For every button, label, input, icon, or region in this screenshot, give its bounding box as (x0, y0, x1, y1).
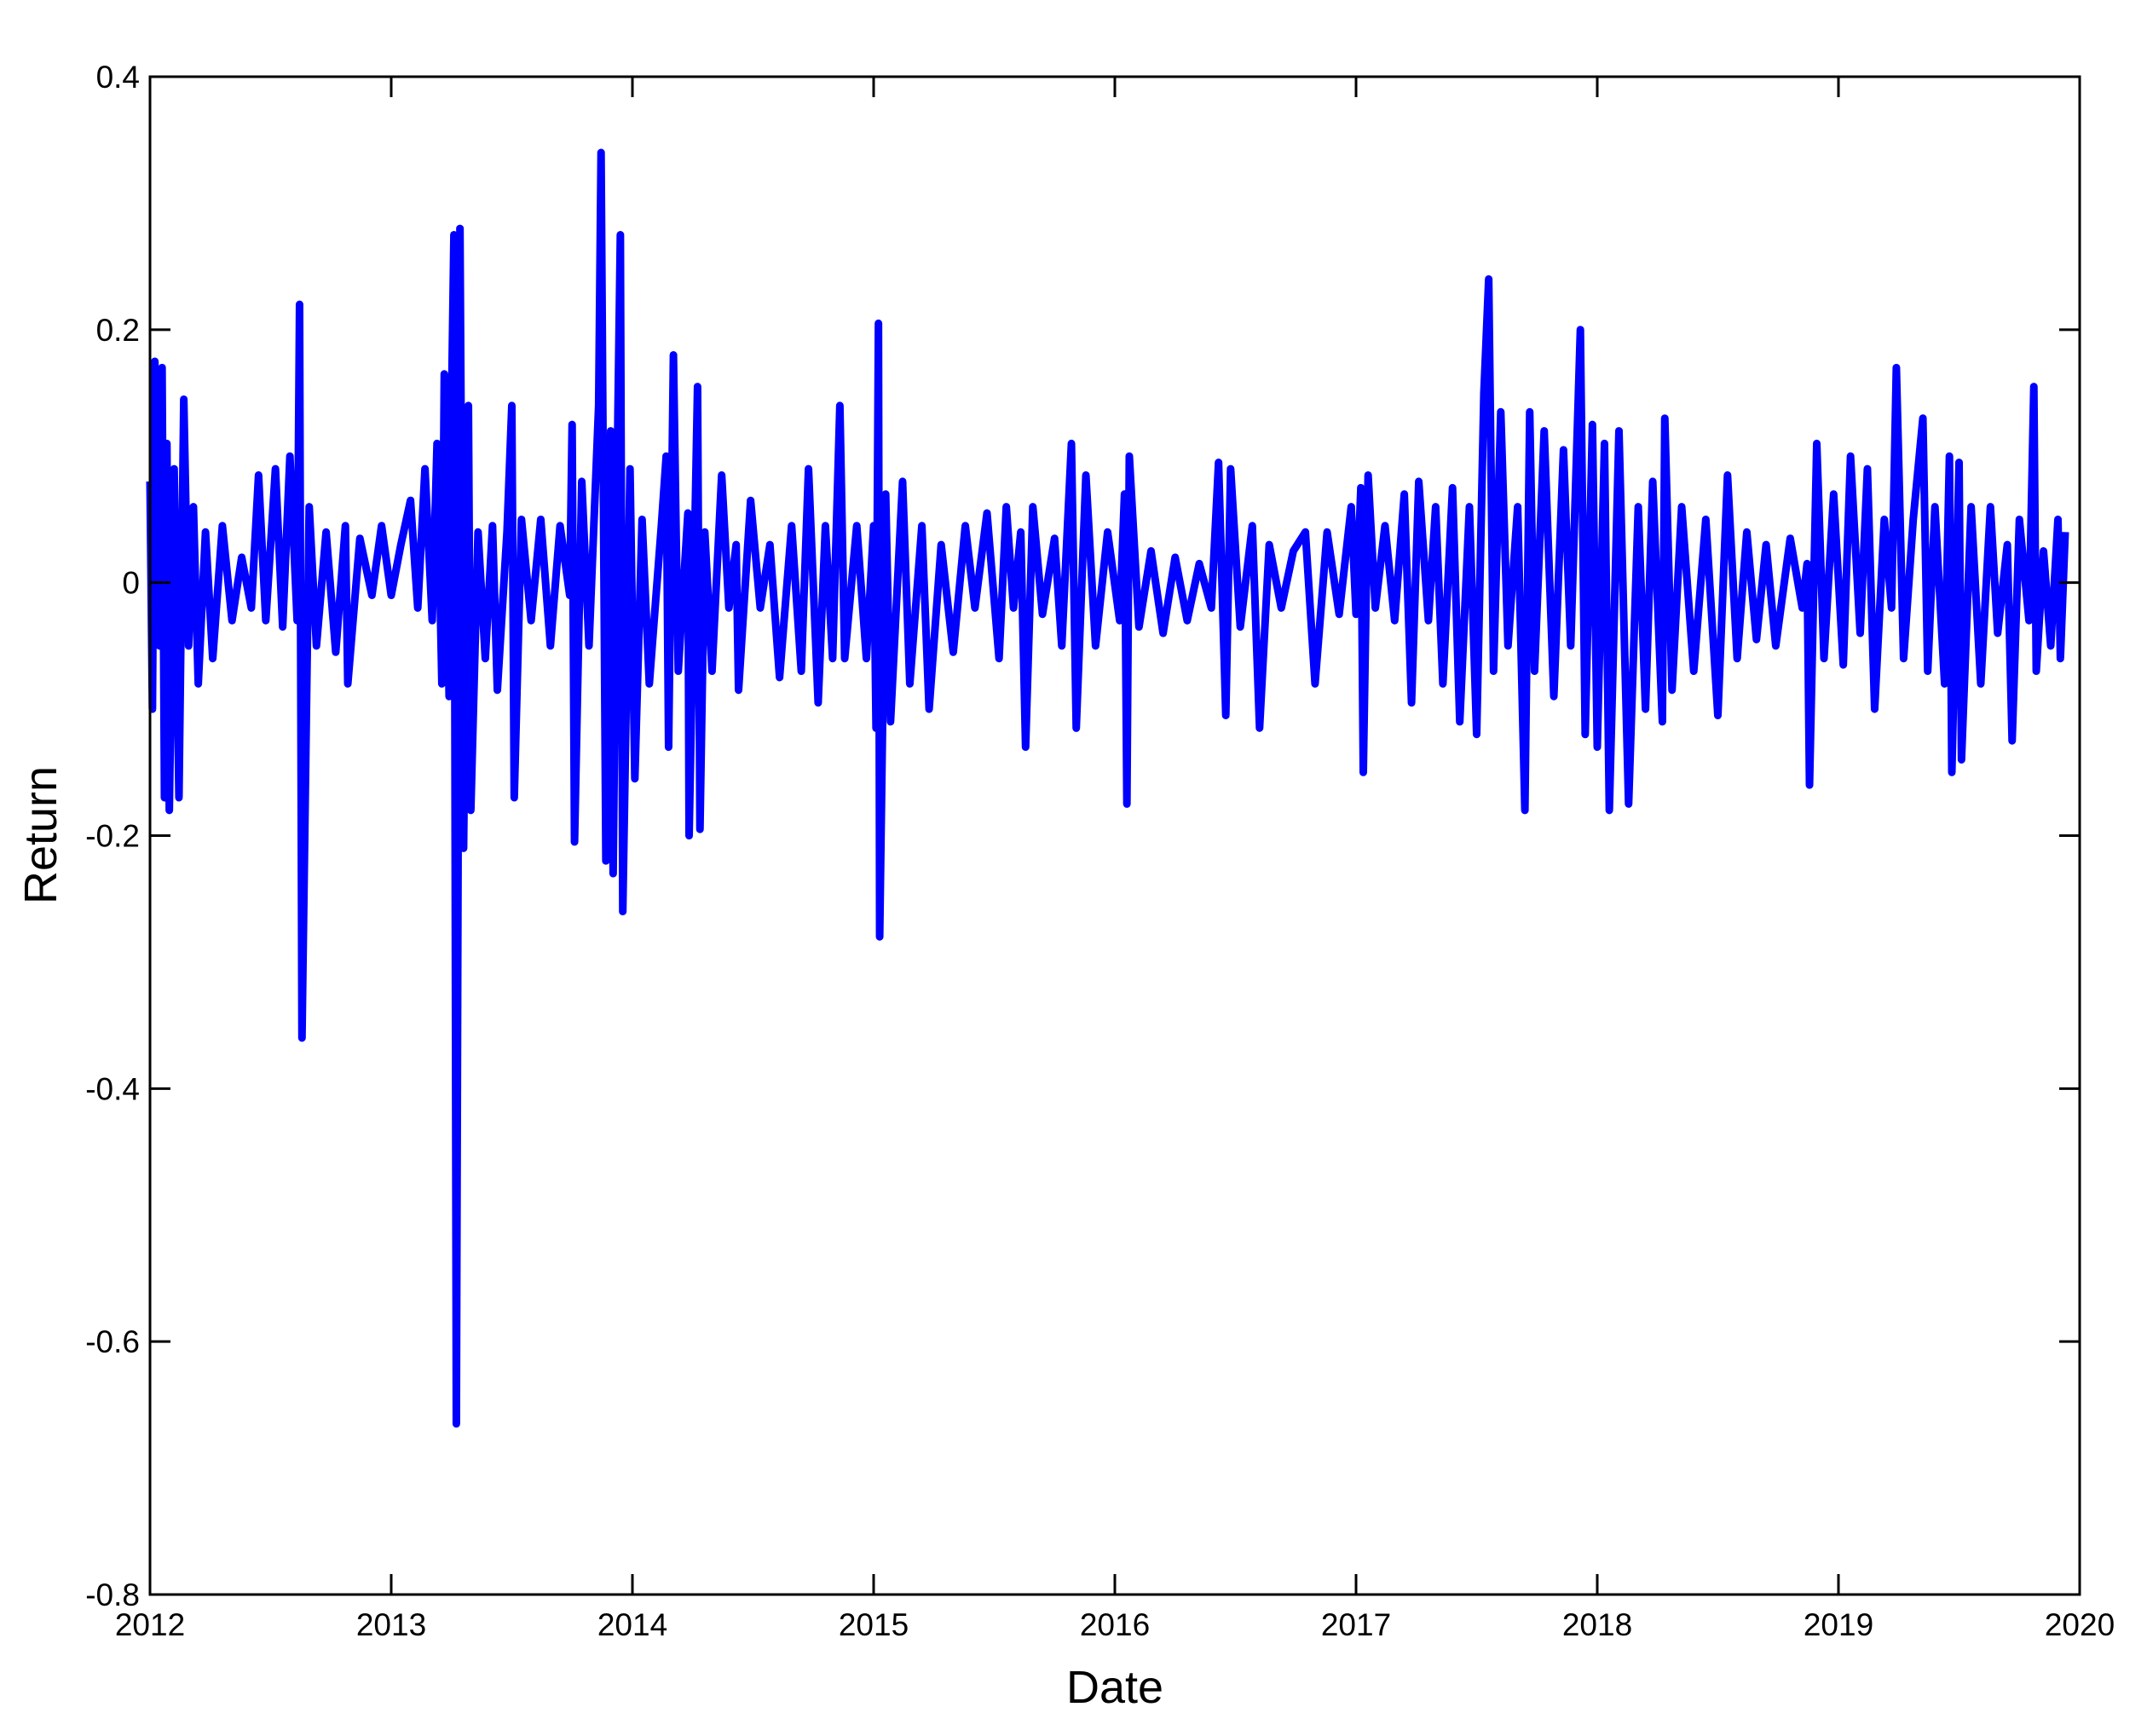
x-tick-label: 2015 (839, 1607, 909, 1642)
x-tick-label: 2019 (1804, 1607, 1873, 1642)
y-axis-label: Return (15, 766, 66, 904)
x-tick-label: 2014 (597, 1607, 667, 1642)
x-tick-label: 2017 (1321, 1607, 1391, 1642)
y-tick-label: -0.4 (85, 1071, 140, 1106)
y-tick-label: -0.6 (85, 1324, 140, 1359)
y-tick-label: -0.8 (85, 1577, 140, 1612)
y-tick-label: -0.2 (85, 819, 140, 854)
x-tick-label: 2020 (2045, 1607, 2115, 1642)
y-tick-label: 0 (122, 566, 140, 601)
data-line (146, 148, 2069, 1428)
x-tick-label: 2018 (1562, 1607, 1632, 1642)
x-tick-label: 2013 (356, 1607, 426, 1642)
x-tick-label: 2012 (115, 1607, 185, 1642)
plot-frame (148, 75, 2081, 1596)
x-tick-label: 2016 (1080, 1607, 1150, 1642)
y-tick-label: 0.2 (96, 313, 140, 348)
y-tick-label: 0.4 (96, 60, 140, 95)
x-axis-label: Date (1066, 1662, 1163, 1713)
